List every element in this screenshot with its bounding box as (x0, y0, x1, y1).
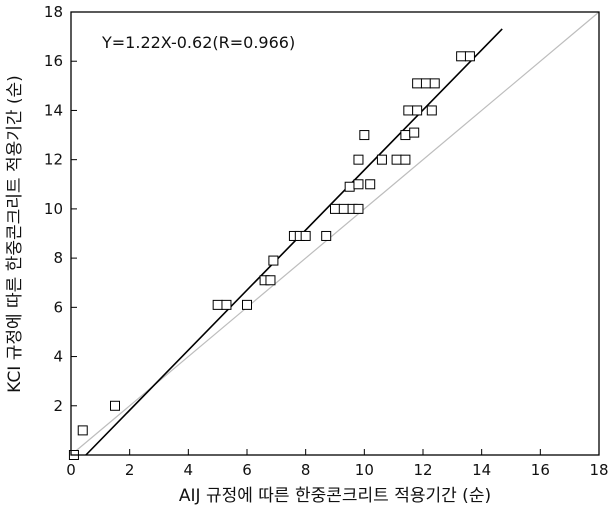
x-tick-label: 18 (589, 461, 608, 479)
y-tick-label: 2 (53, 397, 63, 415)
data-point-19 (365, 179, 376, 190)
x-axis-title: AIJ 규정에 따른 한중콘크리트 적용기간 (순) (179, 486, 491, 506)
points-layer (68, 51, 475, 460)
y-tick-label: 4 (53, 348, 63, 366)
data-point-17 (344, 181, 355, 192)
x-tick-label: 10 (355, 461, 374, 479)
x-tick-label: 8 (301, 461, 311, 479)
y-tick-label: 6 (53, 298, 63, 316)
data-point-14 (338, 203, 349, 214)
data-point-30 (412, 78, 423, 89)
data-point-5 (242, 299, 252, 310)
data-point-26 (409, 127, 420, 138)
y-tick-label: 16 (44, 52, 63, 70)
data-point-22 (391, 154, 402, 165)
data-point-33 (456, 51, 467, 62)
data-point-24 (359, 130, 370, 141)
data-point-23 (400, 154, 411, 165)
x-tick-label: 16 (531, 461, 550, 479)
data-point-7 (265, 275, 276, 286)
y-tick-label: 18 (44, 3, 63, 21)
ticks-layer: 0 2 4 6 8 10 12 14 16 18 2 4 6 8 10 12 14 16 18 (44, 3, 609, 479)
x-tick-label: 4 (184, 461, 194, 479)
data-point-12 (321, 230, 332, 241)
y-tick-label: 14 (44, 101, 63, 119)
data-point-28 (412, 105, 423, 116)
x-tick-label: 14 (472, 461, 491, 479)
y-axis-title: KCI 규정에 따른 한중콘크리트 적용기간 (순) (5, 75, 25, 393)
data-point-13 (330, 203, 340, 214)
data-point-32 (429, 78, 440, 89)
data-point-1 (77, 425, 88, 436)
lines-layer (70, 11, 600, 456)
data-point-8 (268, 255, 279, 266)
data-point-21 (376, 154, 387, 165)
data-point-11 (300, 230, 311, 241)
y-tick-label: 10 (44, 200, 63, 218)
data-point-16 (353, 203, 364, 214)
data-point-25 (400, 130, 411, 141)
data-point-20 (353, 154, 364, 165)
data-point-34 (464, 51, 475, 62)
data-point-3 (212, 299, 223, 310)
regression-equation-label: Y=1.22X-0.62(R=0.966) (101, 33, 295, 52)
regression-line (85, 28, 503, 456)
data-point-27 (403, 105, 414, 116)
data-point-31 (420, 78, 431, 89)
plot-frame (70, 11, 600, 456)
data-point-29 (426, 105, 437, 116)
y-tick-label: 8 (53, 249, 63, 267)
x-tick-label: 12 (413, 461, 432, 479)
x-tick-label: 2 (125, 461, 135, 479)
x-tick-label: 6 (242, 461, 252, 479)
data-point-2 (110, 400, 120, 411)
data-point-18 (353, 179, 364, 190)
data-point-4 (221, 299, 232, 310)
y-tick-label: 12 (44, 151, 63, 169)
x-tick-label: 0 (66, 461, 76, 479)
